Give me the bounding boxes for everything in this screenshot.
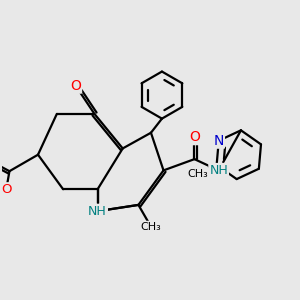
Text: O: O <box>1 183 11 196</box>
Text: O: O <box>70 79 81 93</box>
Text: O: O <box>189 130 200 144</box>
Text: CH₃: CH₃ <box>188 169 208 179</box>
Text: NH: NH <box>88 205 107 218</box>
Text: N: N <box>214 134 224 148</box>
Text: NH: NH <box>209 164 228 177</box>
Text: CH₃: CH₃ <box>141 222 161 232</box>
